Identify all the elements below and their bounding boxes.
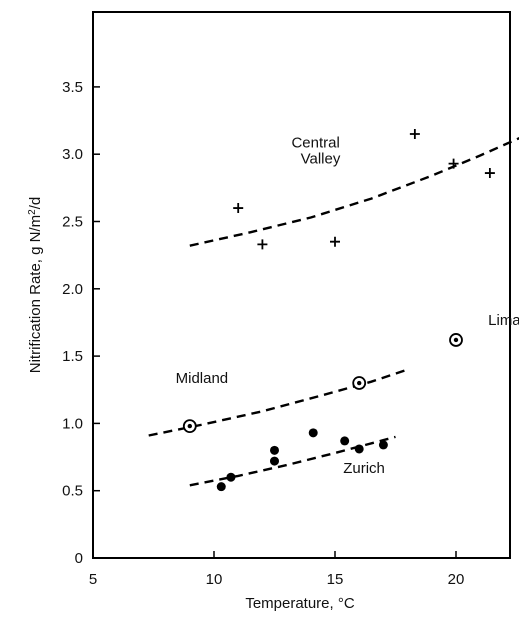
y-tick-label: 2.0: [62, 281, 83, 298]
plus-marker: [330, 236, 340, 247]
series-label: Valley: [301, 151, 341, 168]
plus-marker: [233, 203, 244, 214]
filled-circle-marker: [308, 428, 318, 438]
y-tick-label: 1.5: [62, 348, 83, 365]
trend-line: [189, 136, 519, 247]
series-label: Zurich: [343, 460, 385, 477]
circle-dot-center: [357, 380, 362, 386]
y-tick-label: 0: [75, 550, 83, 567]
y-axis-title: Nitrification Rate, g N/m2/d: [27, 197, 45, 373]
filled-circle-marker: [378, 440, 388, 450]
x-axis-title: Temperature, °C: [245, 595, 355, 612]
x-axis: 510152025: [89, 551, 465, 588]
y-tick-label: 2.5: [62, 214, 83, 231]
filled-circle-marker: [270, 445, 279, 455]
data-markers: [182, 129, 495, 492]
filled-circle-marker: [270, 456, 279, 466]
x-tick-label: 20: [448, 571, 465, 588]
filled-circle-marker: [354, 444, 364, 454]
y-title-main: Nitrification Rate, g N/m: [27, 215, 44, 373]
series-label: Lima: [488, 312, 519, 329]
plot-frame: [92, 11, 511, 559]
filled-circle-marker: [340, 436, 350, 446]
plus-marker: [409, 129, 420, 140]
y-tick-label: 3.5: [62, 79, 83, 96]
plus-marker: [257, 239, 268, 250]
plus-marker: [484, 168, 495, 179]
y-tick-label: 1.0: [62, 415, 83, 432]
y-axis: 0 0.5 1.0 1.5 2.0 2.5 3.0 3.5: [62, 79, 100, 567]
x-tick-label: 5: [89, 571, 97, 588]
series-label: Central: [291, 134, 339, 151]
y-tick-label: 0.5: [62, 483, 83, 500]
plus-marker: [448, 158, 459, 169]
filled-circle-marker: [216, 482, 226, 492]
filled-circle-marker: [226, 472, 236, 482]
y-title-unit: /d: [27, 197, 44, 210]
y-title-sup: 2: [27, 209, 38, 215]
y-tick-label: 3.0: [62, 146, 83, 163]
series-label: Midland: [176, 370, 229, 387]
x-tick-label: 15: [327, 571, 344, 588]
circle-dot-center: [453, 337, 459, 343]
x-tick-label: 10: [206, 571, 223, 588]
circle-dot-center: [187, 423, 192, 429]
trend-lines: [148, 136, 519, 487]
